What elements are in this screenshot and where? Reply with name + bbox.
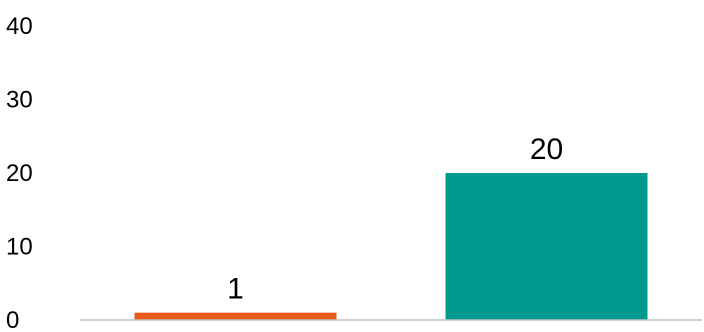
- y-tick-label: 10: [6, 234, 33, 261]
- y-tick-label: 40: [6, 13, 33, 40]
- bar-data-label: 20: [530, 133, 563, 166]
- y-tick-label: 20: [6, 160, 33, 187]
- bars-group: [134, 173, 648, 320]
- data-labels-group: 1 20: [227, 133, 563, 306]
- bar-data-label: 1: [227, 273, 244, 306]
- bar: [134, 312, 337, 320]
- y-tick-label: 0: [6, 307, 19, 332]
- bar: [445, 173, 648, 320]
- y-axis-ticks: 0 10 20 30 40: [6, 13, 33, 332]
- y-tick-label: 30: [6, 87, 33, 114]
